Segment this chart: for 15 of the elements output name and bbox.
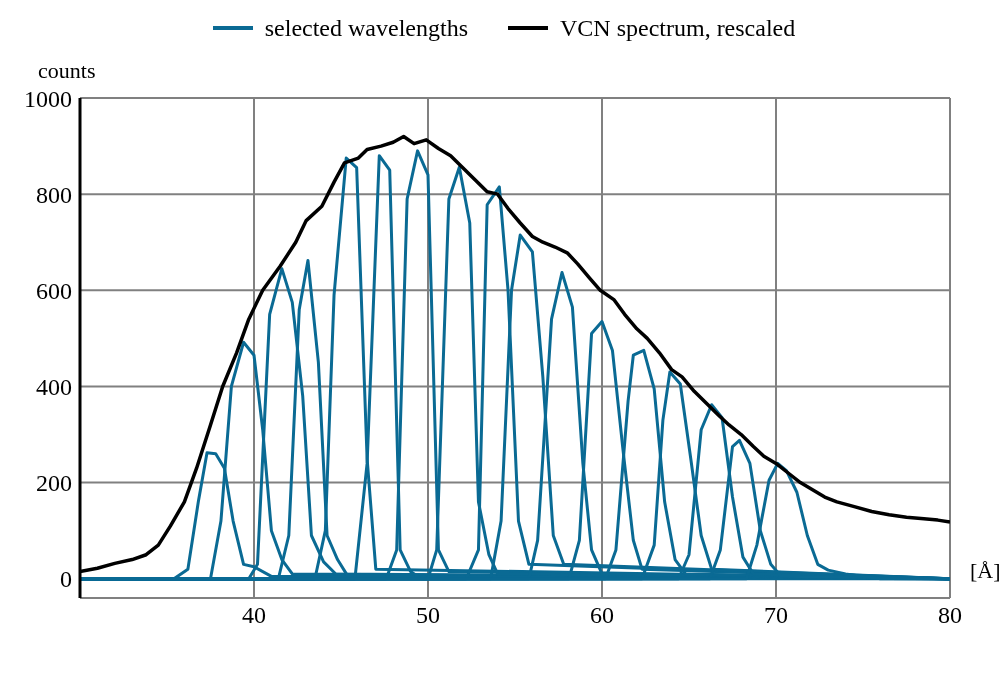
y-tick-label: 0 [60,566,72,593]
x-tick-label: 40 [242,602,266,629]
y-tick-label: 200 [36,470,72,497]
legend-label: VCN spectrum, rescaled [559,14,796,42]
x-tick-label: 70 [764,602,788,629]
x-tick-label: 50 [416,602,440,629]
y-tick-label: 1000 [24,85,72,112]
y-axis-title: counts [38,58,96,84]
y-tick-label: 600 [36,277,72,304]
y-tick-label: 800 [36,181,72,208]
y-tick-label: 400 [36,373,72,400]
x-tick-label: 60 [590,602,614,629]
legend-label: selected wavelengths [264,14,468,42]
x-tick-label: 80 [938,602,962,629]
x-axis-title: [Å] [970,558,1001,584]
